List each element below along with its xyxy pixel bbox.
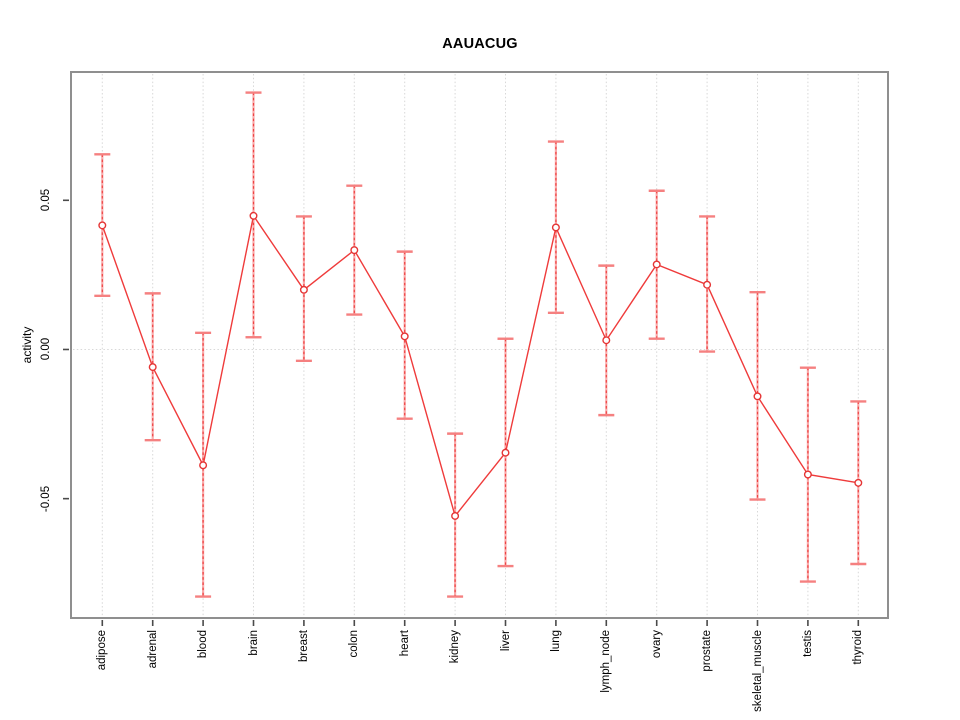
x-tick-label: brain (247, 630, 260, 656)
x-tick-label: testis (801, 630, 814, 657)
x-tick-label: skeletal_muscle (751, 630, 764, 712)
data-point (400, 332, 409, 341)
data-point (249, 211, 258, 220)
data-point (199, 461, 208, 470)
data-point (451, 511, 460, 520)
x-tick-label: blood (197, 630, 210, 659)
data-point (803, 470, 812, 479)
data-point (501, 448, 510, 457)
data-point (602, 336, 611, 345)
x-tick-label: breast (297, 630, 310, 662)
y-tick-label: 0.05 (40, 189, 52, 212)
x-tick-label: liver (499, 630, 512, 652)
x-tick-label: lung (549, 630, 562, 652)
x-tick-label: prostate (701, 630, 714, 672)
x-tick-label: thyroid (852, 630, 865, 665)
data-line (101, 214, 859, 518)
x-tick-label: adrenal (146, 630, 159, 669)
x-tick-label: lymph_node (600, 630, 613, 693)
x-tick-label: heart (398, 630, 411, 657)
data-point (98, 221, 107, 230)
data-point (350, 246, 359, 255)
plot-area-box (70, 71, 889, 619)
y-tick-label: 0.00 (40, 338, 52, 361)
x-tick-label: colon (348, 630, 361, 658)
data-point (854, 478, 863, 487)
x-tick-label: ovary (650, 630, 663, 659)
chart-title: AAUACUG (442, 36, 518, 52)
y-tick-label: -0.05 (40, 485, 52, 512)
x-tick-label: kidney (449, 630, 462, 664)
data-point (703, 280, 712, 289)
data-point (753, 392, 762, 401)
data-point (551, 223, 560, 232)
data-point (148, 363, 157, 372)
x-tick-label: adipose (96, 630, 109, 671)
data-point (299, 285, 308, 294)
data-point (652, 260, 661, 269)
